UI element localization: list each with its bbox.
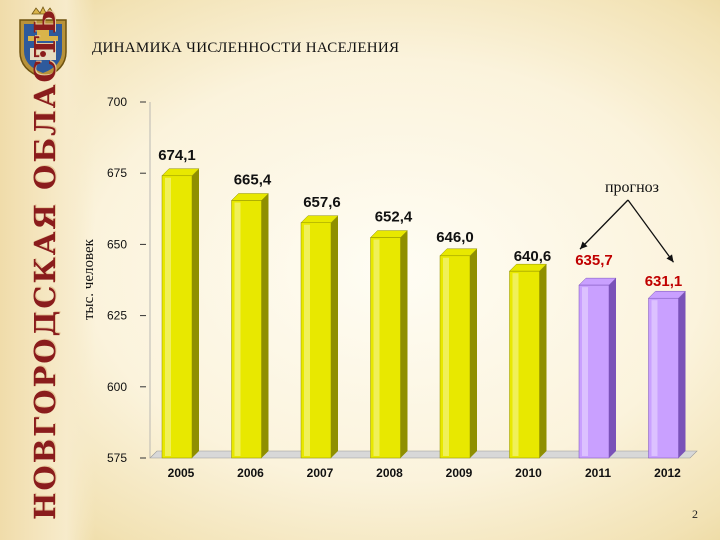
bar-2011 bbox=[578, 277, 617, 459]
y-tick-label: 700 bbox=[107, 95, 127, 109]
coat-of-arms-icon bbox=[19, 6, 67, 79]
bar-front bbox=[509, 270, 540, 459]
y-tick-label: 575 bbox=[107, 451, 127, 465]
y-tick-label: 625 bbox=[107, 309, 127, 323]
x-tick-label: 2007 bbox=[307, 466, 334, 480]
y-tick-label: 675 bbox=[107, 166, 127, 180]
bar-side bbox=[261, 193, 269, 458]
bar-highlight bbox=[234, 202, 241, 456]
bar-side bbox=[539, 264, 547, 458]
bar-2008 bbox=[369, 230, 409, 459]
bar-2007 bbox=[300, 215, 339, 459]
forecast-arrow bbox=[579, 199, 629, 250]
bar-value-label: 652,4 bbox=[375, 209, 413, 226]
bar-2006 bbox=[230, 193, 270, 459]
x-tick-label: 2008 bbox=[376, 466, 403, 480]
forecast-arrowhead bbox=[666, 254, 674, 263]
bar-value-label: 657,6 bbox=[303, 194, 341, 211]
bar-front bbox=[439, 255, 471, 459]
x-tick-label: 2006 bbox=[237, 466, 264, 480]
y-tick-label: 650 bbox=[107, 237, 127, 251]
bar-highlight bbox=[512, 273, 519, 456]
bar-side bbox=[609, 278, 616, 458]
y-tick-label: 600 bbox=[107, 380, 127, 394]
bar-2009 bbox=[439, 248, 478, 459]
bar-highlight bbox=[304, 224, 310, 456]
bar-highlight bbox=[582, 287, 588, 456]
x-tick-label: 2012 bbox=[654, 466, 681, 480]
bar-2012 bbox=[647, 290, 687, 459]
x-tick-label: 2010 bbox=[515, 466, 542, 480]
bar-front bbox=[161, 175, 193, 459]
x-tick-label: 2009 bbox=[446, 466, 473, 480]
page-number: 2 bbox=[692, 507, 698, 521]
bar-front bbox=[648, 297, 679, 459]
bar-value-label: 665,4 bbox=[234, 172, 272, 189]
bar-side bbox=[470, 248, 477, 458]
bar-front bbox=[370, 237, 401, 459]
bar-highlight bbox=[443, 257, 449, 456]
bar-highlight bbox=[165, 177, 171, 457]
bar-highlight bbox=[373, 239, 380, 456]
bar-value-label: 674,1 bbox=[158, 147, 196, 164]
forecast-arrowhead bbox=[580, 241, 588, 250]
page-title: ДИНАМИКА ЧИСЛЕННОСТИ НАСЕЛЕНИЯ bbox=[92, 40, 400, 56]
forecast-arrow bbox=[627, 199, 675, 263]
bar-value-label: 646,0 bbox=[436, 229, 474, 246]
bar-front bbox=[300, 222, 332, 459]
forecast-annotation: прогноз bbox=[605, 179, 659, 196]
bar-side bbox=[192, 168, 199, 459]
bar-side bbox=[400, 230, 408, 458]
bar-value-label: 631,1 bbox=[645, 273, 683, 290]
bar-front bbox=[578, 284, 610, 459]
bar-value-label: 635,7 bbox=[575, 252, 613, 269]
bar-front bbox=[231, 200, 262, 459]
bar-value-label: 640,6 bbox=[514, 248, 552, 265]
bar-side bbox=[678, 291, 686, 458]
bar-2010 bbox=[508, 263, 548, 459]
x-tick-label: 2011 bbox=[585, 466, 611, 480]
bar-highlight bbox=[651, 300, 658, 456]
x-tick-label: 2005 bbox=[168, 466, 195, 480]
bar-2005 bbox=[161, 168, 200, 459]
left-decorative-band bbox=[0, 0, 95, 540]
bar-side bbox=[331, 215, 338, 458]
